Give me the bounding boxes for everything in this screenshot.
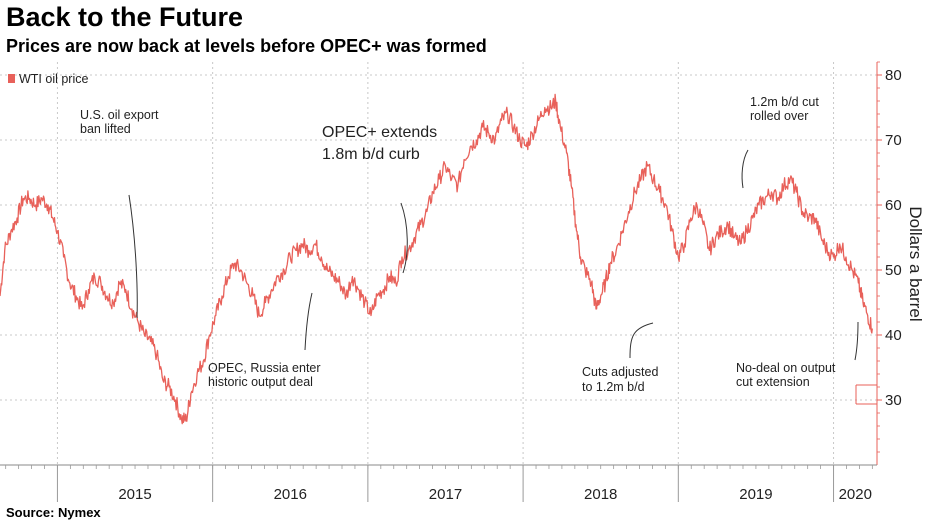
x-tick-label: 2016 <box>274 486 307 503</box>
annotation-text: rolled over <box>750 109 808 123</box>
grid-lines <box>0 62 877 465</box>
annotation-text: Cuts adjusted <box>582 365 658 379</box>
y-axis: 30 40 50 60 70 80 <box>876 61 902 465</box>
annotation-text: to 1.2m b/d <box>582 380 645 394</box>
chart-subtitle: Prices are now back at levels before OPE… <box>6 36 487 56</box>
x-tick-label: 2019 <box>739 486 772 503</box>
annotation-leader-line <box>629 322 654 359</box>
annotation-leader-line <box>741 149 749 189</box>
annotation-text: OPEC+ extends <box>322 124 437 141</box>
y-tick-label: 70 <box>885 132 902 149</box>
annotation-text: OPEC, Russia enter <box>208 361 321 375</box>
source-note: Source: Nymex <box>6 505 101 520</box>
y-tick-label: 40 <box>885 327 902 344</box>
annotation-text: U.S. oil export <box>80 108 159 122</box>
y-tick-label: 60 <box>885 197 902 214</box>
y-tick-label: 50 <box>885 262 902 279</box>
annotation-text: cut extension <box>736 375 810 389</box>
annotation-text: 1.8m b/d curb <box>322 146 420 163</box>
annotation-leader-line <box>400 202 408 274</box>
x-tick-label: 2018 <box>584 486 617 503</box>
y-tick-label: 80 <box>885 67 902 84</box>
annotation-text: 1.2m b/d cut <box>750 95 819 109</box>
annotation-leader-line <box>304 292 313 351</box>
annotation-text: ban lifted <box>80 122 131 136</box>
annotation-leader-line <box>128 194 138 319</box>
series-line-wti <box>0 93 873 425</box>
legend-label: WTI oil price <box>19 72 89 86</box>
current-price-marker <box>855 384 877 405</box>
annotation-text: historic output deal <box>208 375 313 389</box>
annotation-leader-line <box>854 321 859 361</box>
legend-swatch <box>8 74 15 83</box>
x-tick-label: 2017 <box>429 486 462 503</box>
y-axis-label: Dollars a barrel <box>906 206 925 321</box>
chart-title: Back to the Future <box>6 2 244 32</box>
x-tick-label: 2015 <box>118 486 151 503</box>
y-tick-label: 30 <box>885 392 902 409</box>
legend: WTI oil price <box>8 72 89 86</box>
x-tick-label: 2020 <box>839 486 872 503</box>
series-lines <box>0 93 873 425</box>
x-axis: 2015 2016 2017 2018 2019 2020 <box>0 464 877 503</box>
annotation-text: No-deal on output <box>736 361 836 375</box>
